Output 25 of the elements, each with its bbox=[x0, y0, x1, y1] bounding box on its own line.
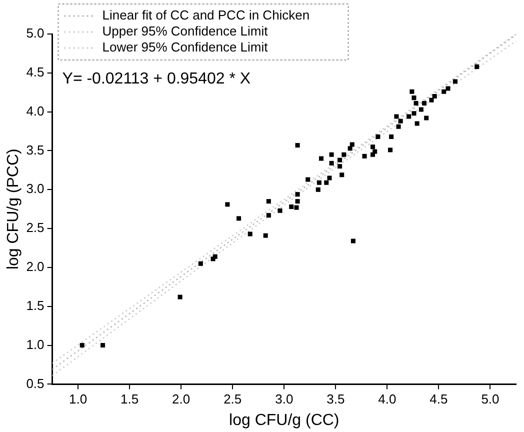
y-axis-title: log CFU/g (PCC) bbox=[5, 148, 22, 270]
x-tick-label: 3.5 bbox=[326, 392, 345, 407]
legend-label: Linear fit of CC and PCC in Chicken bbox=[102, 8, 310, 23]
y-tick-label: 2.0 bbox=[26, 259, 44, 274]
annotation: Y= -0.02113 + 0.95402 * X bbox=[62, 70, 251, 88]
x-tick-label: 2.5 bbox=[224, 392, 242, 407]
legend-label: Lower 95% Confidence Limit bbox=[102, 40, 268, 55]
y-tick-label: 3.5 bbox=[26, 142, 44, 158]
x-tick-label: 2.0 bbox=[172, 392, 190, 407]
x-tick-label: 4.5 bbox=[430, 392, 448, 407]
y-tick-label: 2.5 bbox=[26, 220, 44, 236]
legend-label: Upper 95% Confidence Limit bbox=[102, 24, 268, 39]
x-tick-label: 1.0 bbox=[68, 392, 88, 407]
y-tick-label: 4.5 bbox=[26, 64, 44, 80]
x-tick-label: 5.0 bbox=[481, 392, 500, 407]
y-tick-label: 0.5 bbox=[26, 376, 44, 391]
y-tick-label: 5.0 bbox=[26, 26, 44, 41]
y-tick-label: 1.5 bbox=[26, 298, 44, 313]
x-tick-label: 1.5 bbox=[120, 392, 139, 407]
x-tick-label: 3.0 bbox=[275, 392, 294, 407]
y-tick-label: 4.0 bbox=[26, 103, 44, 118]
y-tick-label: 1.0 bbox=[26, 336, 44, 352]
x-tick-label: 4.0 bbox=[378, 392, 396, 407]
x-axis-title: log CFU/g (CC) bbox=[229, 412, 340, 429]
y-tick-label: 3.0 bbox=[26, 181, 44, 196]
